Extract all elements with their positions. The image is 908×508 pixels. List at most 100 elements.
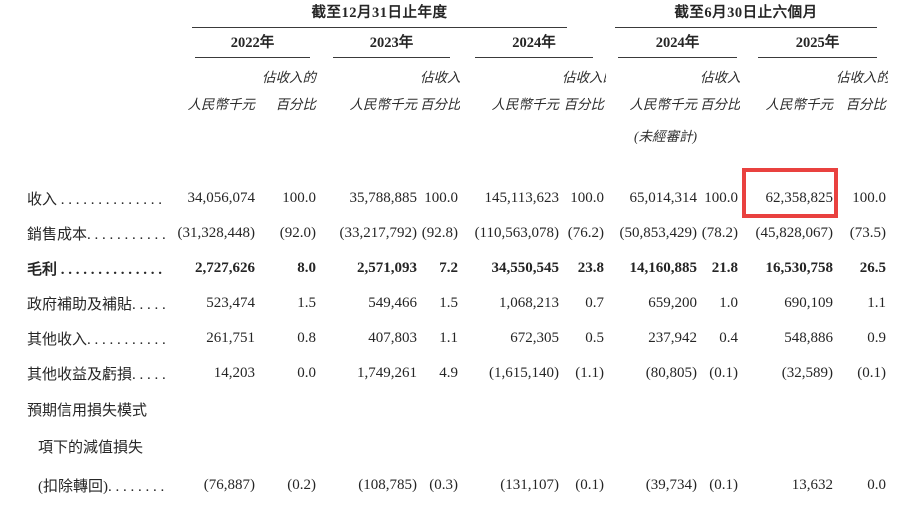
- pct-of-revenue-header: 佔收入的: [562, 70, 606, 85]
- value-cell: (108,785): [358, 476, 417, 493]
- unaudited-note: (未經審計): [634, 129, 698, 144]
- value-cell: 659,200: [648, 295, 698, 311]
- pct-cell: (92.0): [279, 225, 316, 241]
- pct-cell: 100.0: [704, 190, 739, 206]
- pct-cell: 0.8: [297, 330, 316, 346]
- year-header-2024-interim: 2024年: [618, 31, 738, 58]
- pct-cell: 100.0: [852, 190, 887, 206]
- pct-cell: 0.0: [867, 476, 887, 493]
- pct-cell: (0.1): [709, 476, 739, 493]
- percentage-header: 百分比: [700, 97, 741, 112]
- pct-of-revenue-header: 佔收入的: [262, 70, 316, 85]
- value-cell: 14,203: [213, 365, 255, 381]
- table-row-ecl-line2: 項下的減值損失: [18, 428, 888, 465]
- pct-of-revenue-header: 佔收入的: [420, 70, 460, 85]
- pct-cell: (1.1): [575, 365, 605, 381]
- pct-of-revenue-header: 佔收入的: [700, 70, 741, 85]
- table-row-cost-of-sales: 銷售成本. . . . . . . . . . . (31,328,448) (…: [18, 216, 888, 251]
- value-cell: (131,107): [500, 476, 559, 493]
- value-cell: (76,887): [203, 476, 255, 493]
- row-label: 其他收入. . . . . . . . . . .: [27, 332, 166, 348]
- row-label: 收入 . . . . . . . . . . . . . .: [27, 192, 163, 208]
- rmb-thousand-header: 人民幣千元: [765, 97, 834, 112]
- pct-cell: (0.3): [429, 476, 458, 493]
- value-cell: (31,328,448): [177, 225, 256, 241]
- value-cell: 34,056,074: [187, 190, 256, 206]
- row-label: 銷售成本. . . . . . . . . . .: [27, 227, 166, 243]
- year-header-2024: 2024年: [475, 31, 594, 58]
- value-cell: 237,942: [648, 330, 698, 346]
- value-cell: 2,727,626: [195, 260, 255, 276]
- value-cell: 548,886: [784, 330, 834, 346]
- pct-cell: 0.7: [585, 295, 605, 311]
- period-header-row: 截至12月31日止年度 截至6月30日止六個月: [18, 0, 888, 28]
- value-cell: 549,466: [368, 295, 417, 311]
- percentage-header: 百分比: [275, 97, 317, 112]
- row-label: 毛利 . . . . . . . . . . . . . .: [27, 262, 163, 278]
- value-cell: 690,109: [784, 295, 834, 311]
- table-row-other-gains-losses: 其他收益及虧損. . . . . 14,203 0.0 1,749,261 4.…: [18, 356, 888, 391]
- pct-cell: (73.5): [849, 225, 887, 241]
- pct-cell: 1.0: [719, 295, 739, 311]
- year-header-2022: 2022年: [195, 31, 310, 58]
- value-cell: 34,550,545: [491, 260, 560, 276]
- table-row-government-grants: 政府補助及補貼. . . . . 523,474 1.5 549,466 1.5…: [18, 286, 888, 321]
- value-cell: 672,305: [510, 330, 559, 346]
- year-header-2025-interim: 2025年: [758, 31, 878, 58]
- year-header-row: 2022年 2023年 2024年 2024年 2025年: [18, 28, 888, 58]
- value-cell: (50,853,429): [619, 225, 698, 241]
- value-cell: (32,589): [781, 365, 834, 381]
- row-label: 預期信用損失模式: [27, 403, 148, 419]
- pct-cell: 26.5: [859, 260, 887, 276]
- value-cell: 2,571,093: [357, 260, 417, 276]
- table-row-gross-profit: 毛利 . . . . . . . . . . . . . . 2,727,626…: [18, 251, 888, 286]
- income-statement-summary-table: 截至12月31日止年度 截至6月30日止六個月 2022年 2023年 2024…: [18, 0, 888, 505]
- pct-cell: (0.1): [857, 365, 887, 381]
- row-label: 政府補助及補貼. . . . .: [27, 297, 166, 313]
- pct-cell: 0.4: [719, 330, 739, 346]
- pct-cell: 0.5: [585, 330, 605, 346]
- pct-cell: (78.2): [701, 225, 739, 241]
- value-cell: (80,805): [645, 365, 698, 381]
- table-row-other-income: 其他收入. . . . . . . . . . . 261,751 0.8 40…: [18, 321, 888, 356]
- rmb-thousand-header: 人民幣千元: [491, 97, 560, 112]
- subheader-row-unaudited: (未經審計): [18, 115, 888, 147]
- pct-cell: 1.1: [867, 295, 887, 311]
- highlight-box: [742, 168, 838, 218]
- pct-cell: 0.9: [867, 330, 887, 346]
- pct-cell: 100.0: [424, 190, 458, 206]
- pct-of-revenue-header: 佔收入的: [836, 70, 889, 85]
- year-header-2023: 2023年: [333, 31, 450, 58]
- subheader-row-pct-top: 佔收入的 佔收入的 佔收入的 佔收入的 佔收入的: [18, 58, 888, 88]
- pct-cell: (0.1): [575, 476, 605, 493]
- table-row-ecl-net-of-reversal: (扣除轉回). . . . . . . . (76,887) (0.2) (10…: [18, 465, 888, 505]
- value-cell: (33,217,792): [339, 225, 418, 241]
- pct-cell: 7.2: [439, 260, 458, 276]
- value-cell: 14,160,885: [629, 260, 698, 276]
- table-row-ecl-line1: 預期信用損失模式: [18, 391, 888, 428]
- pct-cell: 1.5: [297, 295, 316, 311]
- value-cell: 145,113,623: [484, 190, 559, 206]
- rmb-thousand-header: 人民幣千元: [349, 97, 418, 112]
- pct-cell: 21.8: [711, 260, 739, 276]
- value-cell: 1,749,261: [357, 365, 417, 381]
- percentage-header: 百分比: [563, 97, 605, 112]
- pct-cell: 1.1: [439, 330, 458, 346]
- table-row-revenue: 收入 . . . . . . . . . . . . . . 34,056,07…: [18, 181, 888, 216]
- pct-cell: 1.5: [439, 295, 458, 311]
- pct-cell: (76.2): [567, 225, 605, 241]
- value-cell: 35,788,885: [349, 190, 418, 206]
- pct-cell: (0.1): [709, 365, 739, 381]
- value-cell: 1,068,213: [499, 295, 559, 311]
- row-label: (扣除轉回). . . . . . . .: [38, 478, 165, 495]
- value-cell: 523,474: [206, 295, 255, 311]
- pct-cell: 23.8: [577, 260, 605, 276]
- pct-cell: 100.0: [282, 190, 316, 206]
- pct-cell: 0.0: [297, 365, 316, 381]
- value-cell: (110,563,078): [474, 225, 559, 241]
- percentage-header: 百分比: [845, 97, 887, 112]
- rmb-thousand-header: 人民幣千元: [629, 97, 698, 112]
- period-header-annual: 截至12月31日止年度: [192, 1, 568, 28]
- value-cell: (45,828,067): [755, 225, 834, 241]
